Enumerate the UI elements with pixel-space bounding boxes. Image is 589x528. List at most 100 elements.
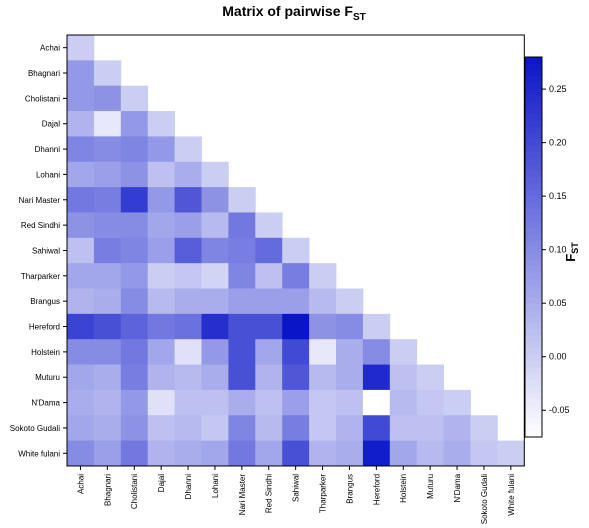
heatmap-cell [120, 389, 149, 416]
heatmap-cell [147, 212, 175, 239]
x-tick-label: Nari Master [238, 474, 247, 516]
heatmap-cell [228, 364, 256, 391]
heatmap-cell [336, 288, 364, 315]
colorbar-segment [525, 285, 542, 292]
heatmap-cell [228, 187, 256, 213]
heatmap-cell [67, 136, 95, 163]
x-tick-label: Tharparker [319, 474, 328, 513]
heatmap-cell [174, 161, 202, 188]
x-tick-label: Muturu [426, 474, 435, 499]
heatmap-cell [201, 161, 229, 188]
colorbar-segment [525, 76, 542, 83]
colorbar-segment [525, 209, 542, 216]
x-tick-label: Brangus [345, 474, 354, 504]
colorbar-segment [525, 221, 542, 229]
colorbar-segment [525, 291, 542, 299]
heatmap-cell [67, 85, 95, 112]
heatmap-cell [228, 313, 256, 340]
colorbar-segment [525, 297, 542, 305]
heatmap-cell [147, 415, 175, 441]
colorbar-segment [525, 348, 542, 356]
colorbar-segment [525, 399, 542, 406]
colorbar-segment [525, 152, 542, 159]
x-tick-label: Red Sindhi [265, 474, 274, 513]
heatmap-cell [309, 440, 337, 467]
y-tick-label: Dajal [42, 120, 60, 129]
heatmap-cell [201, 288, 229, 315]
colorbar-tick-label: 0.20 [549, 138, 567, 148]
x-tick-label: Dajal [157, 474, 166, 492]
heatmap-cell [443, 415, 471, 441]
colorbar-segment [525, 259, 542, 267]
heatmap-cell [93, 212, 122, 239]
heatmap-cell [120, 440, 149, 467]
y-tick-label: Dhanni [35, 145, 61, 154]
colorbar-segment [525, 133, 542, 140]
heatmap-cell [255, 313, 283, 340]
heatmap-cell [228, 263, 256, 289]
heatmap-cells [67, 35, 525, 467]
heatmap-cell [147, 364, 175, 391]
colorbar-segment [525, 354, 542, 362]
colorbar-segment [525, 240, 542, 248]
heatmap-cell [228, 288, 256, 315]
heatmap-cell [228, 212, 256, 239]
heatmap-cell [255, 212, 283, 239]
y-tick-label: Sahiwal [32, 246, 60, 255]
heatmap-cell [282, 389, 310, 416]
heatmap-cell [497, 440, 525, 467]
heatmap-cell [147, 440, 175, 467]
heatmap-cell [201, 389, 229, 416]
heatmap-cell [255, 364, 283, 391]
heatmap-cell [174, 313, 202, 340]
heatmap-cell [120, 339, 149, 365]
heatmap-cell [147, 263, 175, 289]
heatmap-cell [120, 161, 149, 188]
heatmap-cell [174, 288, 202, 315]
colorbar-segment [525, 272, 542, 280]
heatmap-cell [67, 35, 95, 61]
heatmap-cell [120, 263, 149, 289]
colorbar-segment [525, 247, 542, 254]
y-tick-label: Muturu [35, 373, 60, 382]
heatmap-cell [443, 440, 471, 467]
colorbar-tick-label: 0.25 [549, 84, 567, 94]
colorbar-segment [525, 278, 542, 286]
heatmap-cell [201, 440, 229, 467]
heatmap-cell [362, 364, 391, 391]
heatmap-cell [282, 364, 310, 391]
y-tick-label: Red Sindhi [21, 221, 60, 230]
heatmap-cell [147, 136, 175, 163]
y-tick-label: Holstein [31, 348, 60, 357]
heatmap-cell [201, 237, 229, 264]
heatmap-cell [147, 313, 175, 340]
y-tick-label: Hereford [29, 323, 60, 332]
heatmap-cell [228, 389, 256, 416]
heatmap-cell [120, 111, 149, 137]
heatmap-cell [201, 212, 229, 239]
heatmap-cell [255, 415, 283, 441]
colorbar-segment [525, 323, 542, 330]
colorbar-tick-label: -0.05 [549, 405, 570, 415]
colorbar-segment [525, 183, 542, 191]
y-tick-label: Brangus [30, 297, 60, 306]
heatmap-cell [201, 339, 229, 365]
colorbar-segment [525, 164, 542, 172]
heatmap-cell [336, 415, 364, 441]
heatmap-cell [282, 440, 310, 467]
y-tick-label: Lohani [36, 170, 60, 179]
heatmap-cell [147, 288, 175, 315]
heatmap-cell [93, 60, 122, 87]
heatmap-cell [67, 212, 95, 239]
heatmap-cell [470, 440, 498, 467]
heatmap-cell [93, 136, 122, 163]
colorbar-segment [525, 380, 542, 387]
x-tick-label: White fulani [507, 474, 516, 516]
colorbar-segment [525, 158, 542, 166]
heatmap-cell [174, 136, 202, 163]
heatmap-cell [147, 339, 175, 365]
heatmap-cell [255, 339, 283, 365]
colorbar-segment [525, 430, 542, 438]
colorbar-segment [525, 234, 542, 242]
